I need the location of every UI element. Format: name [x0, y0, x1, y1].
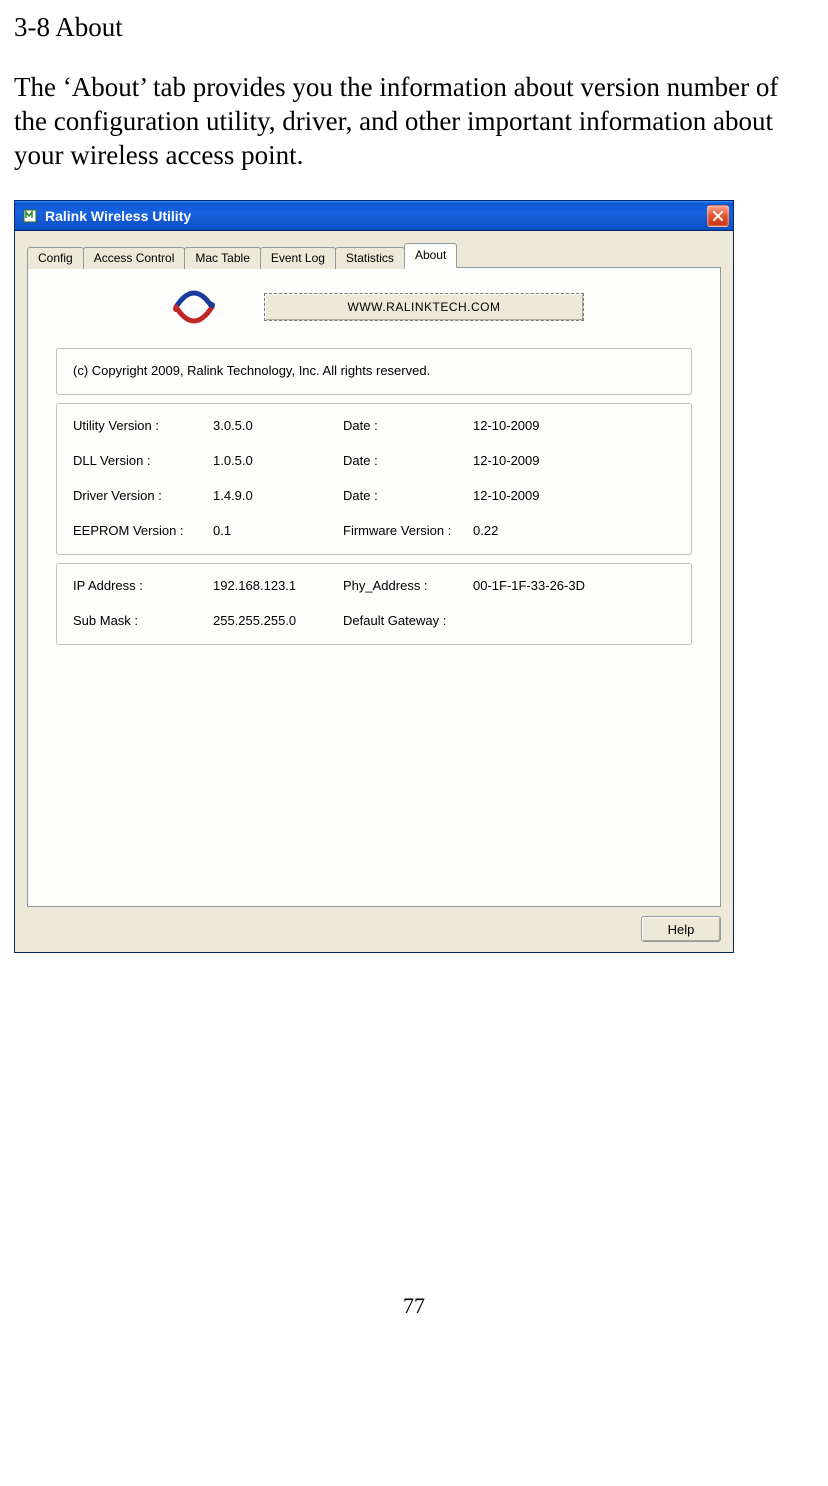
tab-page-about: WWW.RALINKTECH.COM (c) Copyright 2009, R…: [27, 267, 721, 907]
eeprom-version-value: 0.1: [213, 523, 343, 538]
network-grid: IP Address : 192.168.123.1 Phy_Address :…: [73, 578, 675, 628]
ip-address-label: IP Address :: [73, 578, 213, 593]
phy-address-value: 00-1F-1F-33-26-3D: [473, 578, 623, 593]
driver-version-label: Driver Version :: [73, 488, 213, 503]
versions-grid: Utility Version : 3.0.5.0 Date : 12-10-2…: [73, 418, 675, 538]
network-group: IP Address : 192.168.123.1 Phy_Address :…: [56, 563, 692, 645]
utility-date-label: Date :: [343, 418, 473, 433]
dll-date-label: Date :: [343, 453, 473, 468]
tab-event-log[interactable]: Event Log: [260, 247, 336, 269]
copyright-group: (c) Copyright 2009, Ralink Technology, I…: [56, 348, 692, 395]
client-area: Config Access Control Mac Table Event Lo…: [15, 231, 733, 952]
tab-statistics[interactable]: Statistics: [335, 247, 405, 269]
phy-address-label: Phy_Address :: [343, 578, 473, 593]
titlebar: Ralink Wireless Utility: [15, 201, 733, 231]
driver-version-value: 1.4.9.0: [213, 488, 343, 503]
sub-mask-label: Sub Mask :: [73, 613, 213, 628]
utility-date-value: 12-10-2009: [473, 418, 623, 433]
versions-group: Utility Version : 3.0.5.0 Date : 12-10-2…: [56, 403, 692, 555]
section-heading: 3-8 About: [14, 12, 814, 43]
app-icon: [21, 207, 39, 225]
close-button[interactable]: [707, 205, 729, 227]
close-icon: [712, 210, 724, 222]
bottom-bar: Help: [27, 908, 721, 942]
tab-config[interactable]: Config: [27, 247, 84, 269]
default-gateway-label: Default Gateway :: [343, 613, 473, 628]
driver-date-value: 12-10-2009: [473, 488, 623, 503]
dll-version-value: 1.0.5.0: [213, 453, 343, 468]
page-number: 77: [14, 1293, 814, 1319]
tab-strip: Config Access Control Mac Table Event Lo…: [27, 243, 721, 268]
tab-mac-table[interactable]: Mac Table: [184, 247, 260, 269]
utility-window: Ralink Wireless Utility Config Access Co…: [14, 200, 734, 953]
ralink-logo-icon: [164, 284, 224, 330]
logo-row: WWW.RALINKTECH.COM: [38, 284, 710, 330]
sub-mask-value: 255.255.255.0: [213, 613, 343, 628]
help-button[interactable]: Help: [641, 916, 721, 942]
firmware-version-label: Firmware Version :: [343, 523, 473, 538]
section-paragraph: The ‘About’ tab provides you the informa…: [14, 71, 814, 172]
eeprom-version-label: EEPROM Version :: [73, 523, 213, 538]
tab-access-control[interactable]: Access Control: [83, 247, 186, 269]
dll-date-value: 12-10-2009: [473, 453, 623, 468]
dll-version-label: DLL Version :: [73, 453, 213, 468]
copyright-text: (c) Copyright 2009, Ralink Technology, I…: [73, 363, 675, 378]
tab-about[interactable]: About: [404, 243, 457, 268]
window-title: Ralink Wireless Utility: [45, 208, 707, 224]
utility-version-label: Utility Version :: [73, 418, 213, 433]
ip-address-value: 192.168.123.1: [213, 578, 343, 593]
website-link-button[interactable]: WWW.RALINKTECH.COM: [264, 293, 584, 321]
utility-version-value: 3.0.5.0: [213, 418, 343, 433]
firmware-version-value: 0.22: [473, 523, 623, 538]
driver-date-label: Date :: [343, 488, 473, 503]
